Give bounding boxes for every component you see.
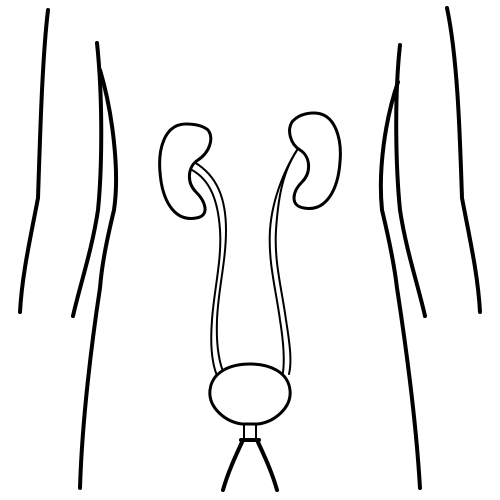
right-ureter-outer [268, 139, 305, 379]
left-leg-line [221, 438, 245, 492]
right-ureter [268, 139, 305, 379]
urethra [221, 423, 279, 492]
right-kidney [288, 111, 342, 210]
right-arm [445, 6, 482, 314]
right-inner-arm-line [394, 43, 427, 318]
left-kidney [158, 122, 213, 220]
left-inner-arm-line [71, 41, 104, 318]
right-kidney-shape [288, 111, 342, 210]
right-ureter-inner [274, 145, 301, 375]
bladder-shape [208, 362, 292, 426]
left-body-line [78, 68, 119, 490]
left-arm [18, 8, 50, 314]
torso-outline [71, 41, 427, 490]
left-arm-outline [18, 8, 50, 314]
left-ureter-outer [191, 169, 222, 379]
right-leg-line [255, 438, 279, 492]
bladder [208, 362, 292, 426]
left-ureter [191, 161, 227, 379]
right-body-line [378, 80, 422, 490]
right-arm-outline [445, 6, 482, 314]
left-ureter-inner [193, 161, 227, 375]
left-kidney-shape [158, 122, 213, 220]
